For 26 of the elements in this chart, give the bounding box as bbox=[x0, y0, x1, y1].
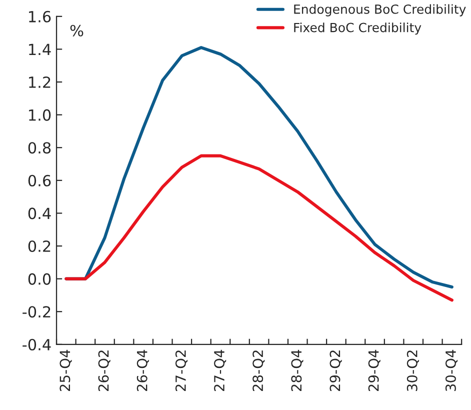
y-tick-label: 0.4 bbox=[28, 208, 51, 220]
y-tick-label: 1.6 bbox=[29, 10, 51, 22]
legend-label: Fixed BoC Credibility bbox=[294, 22, 422, 35]
x-tick-label: 25-Q4 bbox=[60, 350, 72, 392]
x-tick-label: 30-Q2 bbox=[406, 350, 419, 392]
y-tick-label: 1.2 bbox=[29, 76, 50, 88]
x-tick-label: 30-Q4 bbox=[445, 350, 458, 392]
x-tick-label: 27-Q2 bbox=[175, 350, 188, 392]
y-tick-label: 0.8 bbox=[28, 142, 51, 154]
y-tick-label: 0.6 bbox=[28, 174, 51, 186]
y-axis-title: % bbox=[70, 24, 84, 36]
x-tick-label: 28-Q2 bbox=[252, 350, 265, 392]
x-tick-label: 26-Q4 bbox=[136, 350, 149, 392]
y-tick-label: 0.0 bbox=[28, 273, 51, 285]
x-tick-label: 29-Q2 bbox=[330, 350, 342, 392]
x-tick-label: 27-Q4 bbox=[214, 350, 226, 392]
legend-label: Endogenous BoC Credibility bbox=[294, 4, 466, 16]
y-tick-label: -0.2 bbox=[22, 306, 50, 318]
x-tick-label: 26-Q2 bbox=[98, 350, 110, 392]
x-tick-label: 29-Q4 bbox=[368, 350, 380, 392]
y-tick-label: 0.2 bbox=[28, 240, 50, 252]
y-tick-label: 1.0 bbox=[29, 109, 51, 121]
line-series bbox=[64, 154, 454, 302]
x-tick-label: 28-Q4 bbox=[291, 350, 304, 392]
y-tick-label: -0.4 bbox=[22, 338, 51, 350]
y-tick-label: 1.4 bbox=[29, 44, 51, 56]
